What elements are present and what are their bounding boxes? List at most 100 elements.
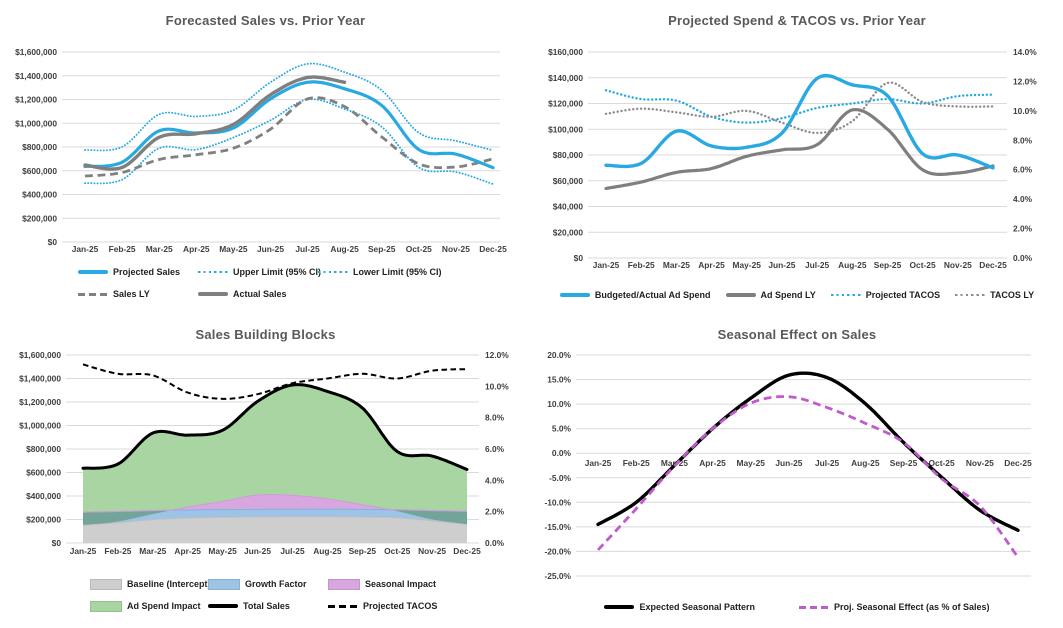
legend-swatch-sales-ly bbox=[78, 292, 108, 296]
legend-label: Expected Seasonal Pattern bbox=[639, 602, 755, 612]
x-axis-label: Apr-25 bbox=[699, 458, 726, 468]
legend-row: Expected Seasonal Pattern Proj. Seasonal … bbox=[531, 596, 1063, 618]
legend-item-seasonal-impact: Seasonal Impact bbox=[328, 578, 436, 590]
y-axis-right-label: 0.0% bbox=[1013, 253, 1033, 263]
y-axis-label: $100,000 bbox=[548, 124, 583, 134]
legend-row: Ad Spend Impact Total Sales Projected TACO… bbox=[0, 595, 531, 617]
y-axis-label: $1,200,000 bbox=[19, 397, 61, 407]
legend-swatch-ad-spend-ly bbox=[725, 293, 756, 297]
y-axis-label: $800,000 bbox=[22, 142, 57, 152]
legend-item-upper-limit-95-ci: Upper Limit (95% CI) bbox=[198, 267, 322, 277]
legend-item-lower-limit-95-ci: Lower Limit (95% CI) bbox=[318, 267, 442, 277]
y-axis-right-label: 10.0% bbox=[1013, 106, 1037, 116]
chart-title-forecasted-sales: Forecasted Sales vs. Prior Year bbox=[165, 13, 366, 28]
x-axis-label: May-25 bbox=[736, 458, 765, 468]
y-axis-right-label: 14.0% bbox=[1013, 47, 1037, 57]
x-axis-label: Jun-25 bbox=[768, 260, 795, 270]
legend-item-tacos-ly: TACOS LY bbox=[955, 290, 1034, 300]
legend-swatch-baseline-intercept bbox=[90, 578, 122, 590]
spend-tacos-legend: Budgeted/Actual Ad Spend Ad Spend LY Proje… bbox=[531, 284, 1063, 306]
x-axis-label: Jan-25 bbox=[72, 244, 99, 254]
legend-swatch-projected-tacos bbox=[328, 604, 358, 608]
series-expected-seasonal-pattern-line bbox=[596, 371, 1020, 532]
x-axis-label: Nov-25 bbox=[966, 458, 994, 468]
legend-item-projected-tacos: Projected TACOS bbox=[328, 601, 437, 611]
legend-row: Baseline (Intercept) Growth Factor Seasona… bbox=[0, 573, 531, 595]
y-axis-label: $1,400,000 bbox=[15, 71, 57, 81]
legend-swatch-budgeted-actual-ad-spend bbox=[559, 293, 590, 297]
legend-swatch-expected-seasonal-pattern bbox=[604, 605, 635, 609]
y-axis-right-label: 12.0% bbox=[1013, 76, 1037, 86]
y-axis-label: $160,000 bbox=[548, 47, 583, 57]
axis-labels: $1,600,000 $1,400,000 $1,200,000 $1,000,000… bbox=[19, 350, 509, 556]
legend-swatch-total-sales bbox=[208, 604, 238, 608]
gridlines bbox=[62, 51, 500, 243]
series-sales-ly-line bbox=[84, 96, 494, 178]
y-axis-right-label: 4.0% bbox=[1013, 194, 1033, 204]
chart-title-seasonal-effect: Seasonal Effect on Sales bbox=[717, 327, 877, 342]
legend-label: Projected Sales bbox=[113, 267, 181, 277]
series-projected-sales-line bbox=[83, 80, 495, 170]
y-axis-label: -20.0% bbox=[544, 546, 571, 556]
x-axis-label: Feb-25 bbox=[623, 458, 650, 468]
y-axis-label: -25.0% bbox=[544, 571, 571, 581]
legend-item-budgeted-actual-ad-spend: Budgeted/Actual Ad Spend bbox=[559, 290, 711, 300]
seasonal-effect-chart: 20.0% 15.0% 10.0% 5.0% 0.0% -5.0% -10.0% -15.0%… bbox=[544, 350, 1032, 581]
legend-swatch-upper-limit-95-ci bbox=[198, 270, 228, 274]
y-axis-right-label: 0.0% bbox=[485, 538, 505, 548]
x-axis-label: Jan-25 bbox=[593, 260, 620, 270]
chart-title-spend-tacos: Projected Spend & TACOS vs. Prior Year bbox=[668, 13, 926, 28]
x-axis-label: Dec-25 bbox=[479, 244, 507, 254]
x-axis-label: Sep-25 bbox=[874, 260, 902, 270]
chart-panel-forecasted-sales: Forecasted Sales vs. Prior Year $1,600,0… bbox=[0, 0, 531, 314]
legend-label: Projected TACOS bbox=[865, 290, 941, 300]
legend-row: Projected Sales Upper Limit (95% CI) Lower… bbox=[0, 261, 531, 283]
x-axis-label: Apr-25 bbox=[174, 546, 201, 556]
legend-item-proj-seasonal-effect-as-of-sales: Proj. Seasonal Effect (as % of Sales) bbox=[798, 602, 990, 612]
x-axis-label: May-25 bbox=[732, 260, 761, 270]
legend-item-expected-seasonal-pattern: Expected Seasonal Pattern bbox=[604, 602, 755, 612]
x-axis-label: Apr-25 bbox=[698, 260, 725, 270]
legend-swatch-actual-sales bbox=[198, 292, 228, 296]
x-axis-label: Jun-25 bbox=[257, 244, 284, 254]
x-axis-label: Sep-25 bbox=[349, 546, 377, 556]
legend-label: Upper Limit (95% CI) bbox=[233, 267, 322, 277]
x-axis-label: Aug-25 bbox=[313, 546, 342, 556]
y-axis-label: $60,000 bbox=[553, 176, 584, 186]
x-axis-label: Jun-25 bbox=[775, 458, 802, 468]
x-axis-label: Dec-25 bbox=[453, 546, 481, 556]
legend-item-ad-spend-ly: Ad Spend LY bbox=[725, 290, 816, 300]
series-actual-sales-line bbox=[83, 75, 347, 171]
chart-panel-seasonal-effect: Seasonal Effect on Sales 20.0% 15.0% 10.0%… bbox=[531, 314, 1063, 628]
legend-label: Total Sales bbox=[243, 601, 290, 611]
legend-row: Sales LY Actual Sales bbox=[0, 283, 531, 305]
x-axis-label: Nov-25 bbox=[418, 546, 446, 556]
area-baseline bbox=[83, 516, 467, 543]
series-projected-tacos-line bbox=[82, 363, 468, 400]
y-axis-right-label: 6.0% bbox=[1013, 165, 1033, 175]
series-ad-spend-ly-line bbox=[604, 108, 995, 191]
legend-label: Budgeted/Actual Ad Spend bbox=[594, 290, 711, 300]
area-growth-factor bbox=[83, 509, 467, 526]
chart-title-sales-building-blocks: Sales Building Blocks bbox=[195, 327, 336, 342]
y-axis-label: $80,000 bbox=[553, 150, 584, 160]
stacked-areas bbox=[82, 384, 468, 543]
series-tacos-ly-line bbox=[604, 81, 995, 135]
chart-panel-sales-building-blocks: Sales Building Blocks $1,600,000 $1,400,0… bbox=[0, 314, 531, 628]
legend-swatch-ad-spend-impact bbox=[90, 600, 122, 612]
x-axis-label: Jan-25 bbox=[70, 546, 97, 556]
x-axis-label: Dec-25 bbox=[979, 260, 1007, 270]
legend-label: Projected TACOS bbox=[363, 601, 438, 611]
y-axis-right-label: 6.0% bbox=[485, 444, 505, 454]
baseline-edge bbox=[82, 516, 468, 526]
y-axis-label: $1,200,000 bbox=[15, 95, 57, 105]
y-axis-label: $1,000,000 bbox=[15, 118, 57, 128]
x-axis-label: Mar-25 bbox=[663, 260, 690, 270]
legend-row: Budgeted/Actual Ad Spend Ad Spend LY Proje… bbox=[531, 284, 1063, 306]
series-lower-limit-95-ci-line bbox=[84, 98, 494, 186]
legend-label: Baseline (Intercept) bbox=[127, 579, 211, 589]
sales-building-blocks-chart: $1,600,000 $1,400,000 $1,200,000 $1,000,000… bbox=[19, 350, 509, 556]
legend-item-actual-sales: Actual Sales bbox=[198, 289, 287, 299]
y-axis-label: $400,000 bbox=[26, 491, 61, 501]
x-axis-label: Feb-25 bbox=[109, 244, 136, 254]
